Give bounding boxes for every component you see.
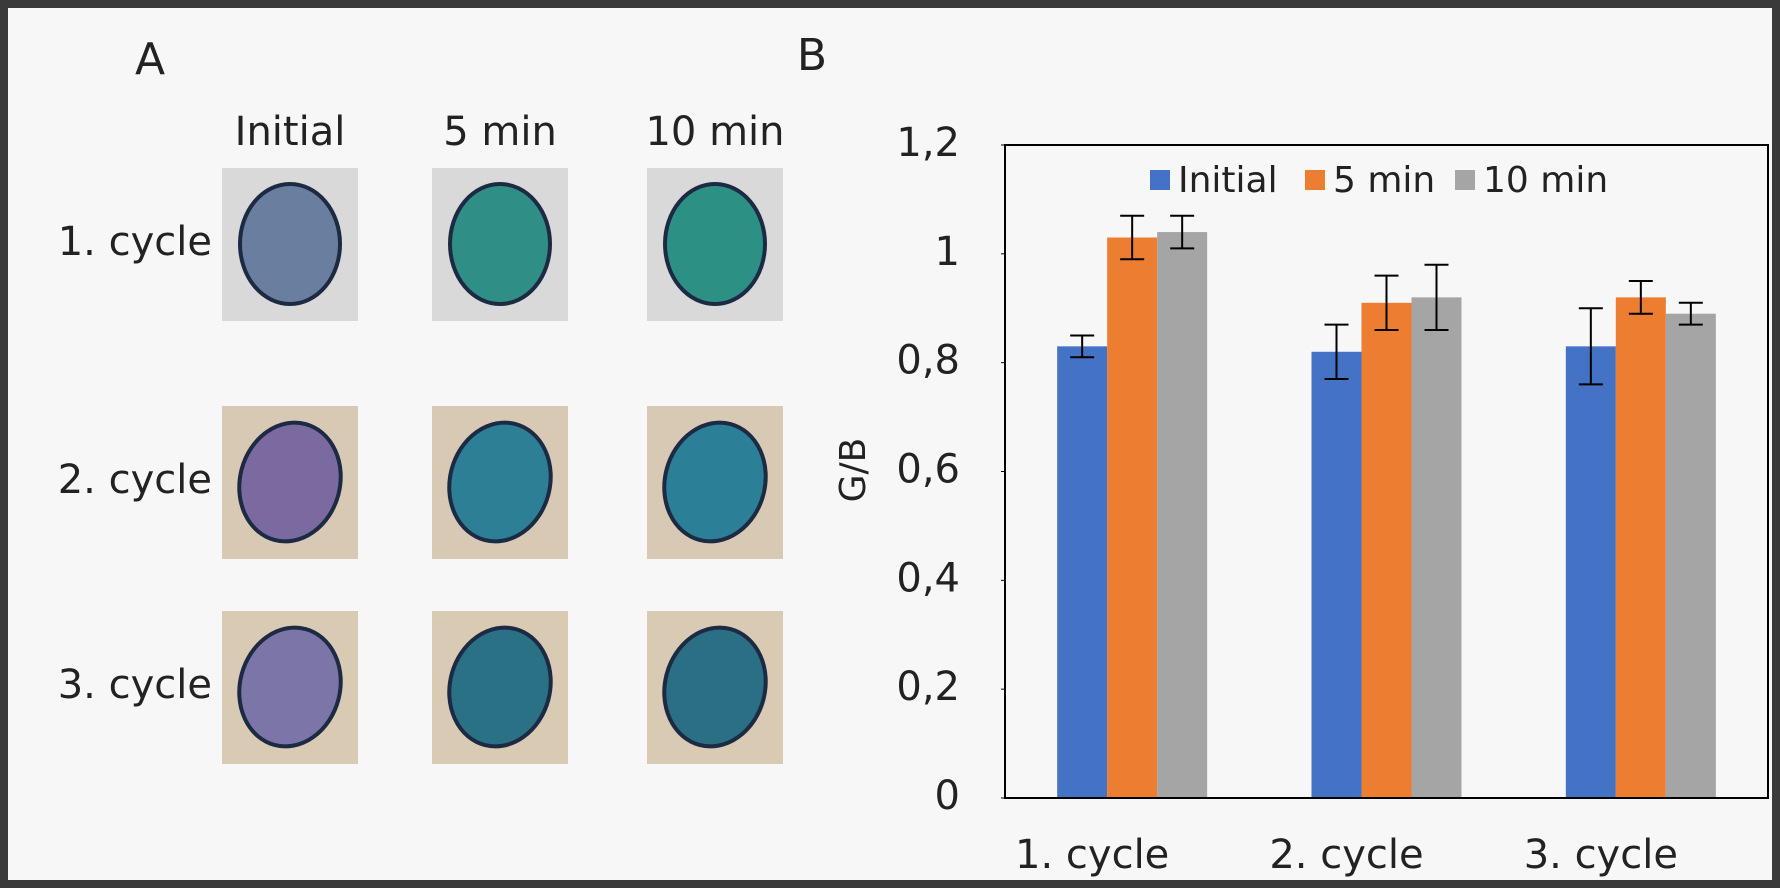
sample-spot (240, 184, 340, 304)
panel-label: B (797, 30, 827, 81)
bar (1412, 297, 1462, 798)
y-tick-label: 0,8 (896, 338, 960, 384)
photo-panel (222, 168, 783, 764)
y-tick-label: 0,6 (896, 447, 960, 493)
page: A B G/B Initial 5 min 10 min 1. cycle 2. cyc… (0, 0, 1780, 888)
bar (1362, 303, 1412, 798)
bar (1312, 352, 1362, 798)
bar (1666, 314, 1716, 798)
figure: A B G/B Initial 5 min 10 min 1. cycle 2. cyc… (0, 0, 1780, 888)
legend-swatch (1305, 170, 1325, 190)
legend-swatch (1150, 170, 1170, 190)
row-label: 3. cycle (58, 662, 212, 708)
y-tick-label: 0,4 (896, 555, 960, 601)
y-tick-label: 1,2 (896, 120, 960, 166)
sample-spot (665, 184, 765, 304)
y-tick-label: 0 (935, 773, 960, 819)
legend-swatch (1455, 170, 1475, 190)
y-tick-label: 1 (935, 229, 960, 275)
column-label: 5 min (443, 109, 557, 155)
bar (1157, 232, 1207, 798)
sample-spot (450, 184, 550, 304)
legend-label: 5 min (1333, 160, 1435, 201)
x-tick-label: 1. cycle (1015, 832, 1169, 878)
y-axis-label: G/B (833, 438, 874, 503)
bar (1107, 238, 1157, 798)
legend-label: Initial (1178, 160, 1278, 201)
column-label: Initial (235, 109, 346, 155)
bar (1057, 346, 1107, 798)
legend-label: 10 min (1483, 160, 1608, 201)
x-tick-label: 3. cycle (1524, 832, 1678, 878)
x-tick-label: 2. cycle (1269, 832, 1423, 878)
bar (1566, 346, 1616, 798)
y-tick-label: 0,2 (896, 664, 960, 710)
row-label: 1. cycle (58, 219, 212, 265)
bar (1616, 297, 1666, 798)
column-label: 10 min (645, 109, 784, 155)
panel-label: A (135, 34, 165, 85)
row-label: 2. cycle (58, 457, 212, 503)
